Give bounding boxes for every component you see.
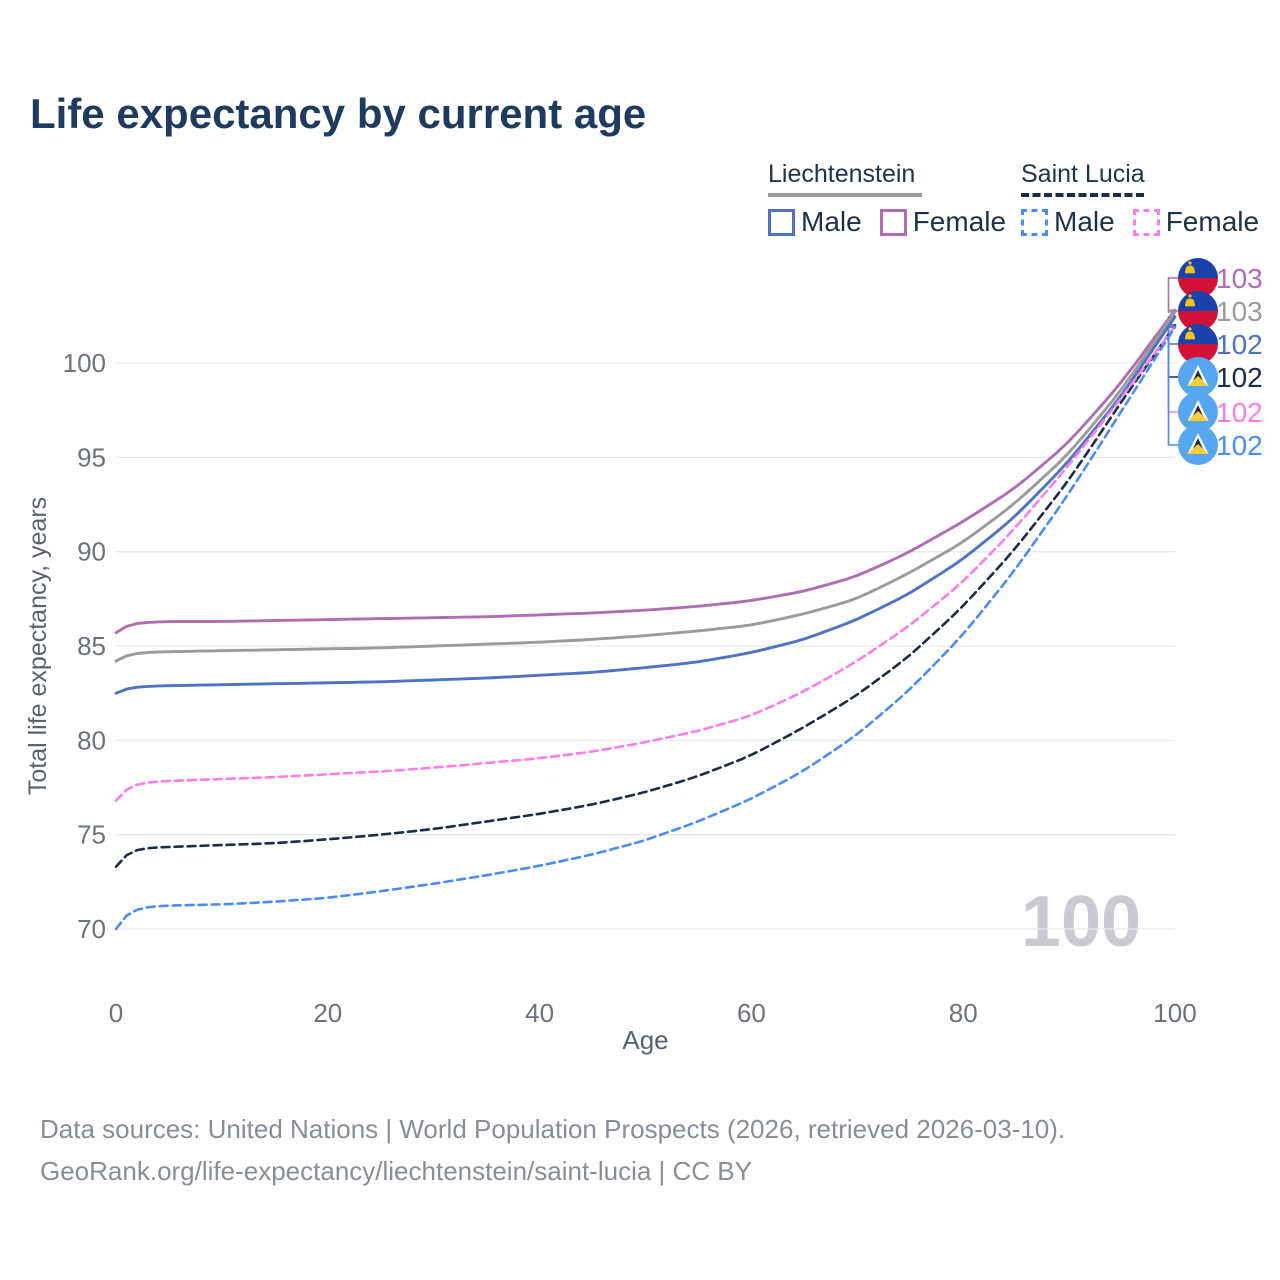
y-tick-label: 85	[77, 631, 106, 661]
x-tick-label: 60	[737, 998, 766, 1028]
y-tick-label: 90	[77, 537, 106, 567]
end-value-label: 102	[1216, 362, 1263, 393]
series-line-saint-lucia-male[interactable]	[114, 325, 1177, 931]
legend-group-saint-lucia: Saint Lucia Male Female	[1021, 160, 1277, 238]
legend-swatch-liechtenstein-male[interactable]	[768, 208, 795, 236]
x-tick-label: 20	[313, 998, 342, 1028]
series-line-saint-lucia-total[interactable]	[114, 323, 1177, 869]
page-title: Life expectancy by current age	[30, 90, 647, 137]
legend-swatch-liechtenstein-female[interactable]	[879, 208, 907, 236]
end-value-label: 103	[1216, 296, 1263, 327]
legend-swatch-saint-lucia-male[interactable]	[1021, 208, 1048, 236]
y-tick-label: 100	[63, 348, 106, 378]
legend-row-saint-lucia: Male Female	[1021, 206, 1277, 238]
legend-country-liechtenstein[interactable]: Liechtenstein	[768, 160, 916, 188]
legend-underline-liechtenstein	[768, 193, 922, 197]
footer-attribution-link[interactable]: GeoRank.org/life-expectancy/liechtenstei…	[40, 1156, 752, 1186]
x-tick-label: 40	[525, 998, 554, 1028]
series-line-liechtenstein-male[interactable]	[114, 315, 1177, 695]
footer-data-sources: Data sources: United Nations | World Pop…	[40, 1114, 1066, 1144]
footer: Data sources: United Nations | World Pop…	[40, 1108, 1065, 1192]
legend-label-saint-lucia-male[interactable]: Male	[1054, 206, 1115, 237]
end-value-label: 102	[1216, 397, 1263, 428]
series-line-liechtenstein-female[interactable]	[114, 308, 1177, 635]
legend-country-saint-lucia[interactable]: Saint Lucia	[1021, 160, 1145, 188]
legend-group-liechtenstein: Liechtenstein Male Female	[768, 160, 1024, 238]
y-axis-title: Total life expectancy, years	[24, 497, 52, 795]
x-tick-label: 80	[949, 998, 978, 1028]
end-label-leader	[1167, 325, 1179, 413]
saint-lucia-flag-icon	[1178, 425, 1218, 465]
y-tick-label: 80	[77, 725, 106, 755]
legend-label-saint-lucia-female[interactable]: Female	[1165, 206, 1260, 237]
y-tick-label: 70	[77, 914, 106, 944]
liechtenstein-flag-icon	[1178, 324, 1218, 364]
end-value-label: 102	[1216, 329, 1263, 360]
series-line-liechtenstein-total[interactable]	[114, 310, 1177, 663]
x-axis-title: Age	[622, 1025, 668, 1055]
liechtenstein-flag-icon	[1178, 258, 1218, 298]
end-label-leader	[1167, 326, 1179, 446]
y-tick-label: 75	[77, 820, 106, 850]
end-label-leader	[1167, 277, 1179, 311]
y-tick-label: 95	[77, 442, 106, 472]
legend-label-liechtenstein-male[interactable]: Male	[801, 206, 862, 237]
saint-lucia-flag-icon	[1178, 392, 1218, 432]
end-value-label: 103	[1216, 263, 1263, 294]
series-line-saint-lucia-female[interactable]	[114, 324, 1177, 803]
legend-label-liechtenstein-female[interactable]: Female	[912, 206, 1007, 237]
liechtenstein-flag-icon	[1178, 291, 1218, 331]
age-indicator-watermark: 100	[1021, 882, 1141, 962]
legend-swatch-saint-lucia-female[interactable]	[1132, 208, 1160, 236]
life-expectancy-chart: 100 70 75 80 85 90 95 100 0 20 40 60 80 100 Age Total l…	[24, 258, 1263, 1055]
legend-underline-saint-lucia	[1021, 193, 1144, 197]
x-tick-label: 0	[109, 998, 123, 1028]
end-value-label: 102	[1216, 430, 1263, 461]
legend-row-liechtenstein: Male Female	[768, 206, 1024, 238]
saint-lucia-flag-icon	[1178, 357, 1218, 397]
x-tick-label: 100	[1153, 998, 1196, 1028]
